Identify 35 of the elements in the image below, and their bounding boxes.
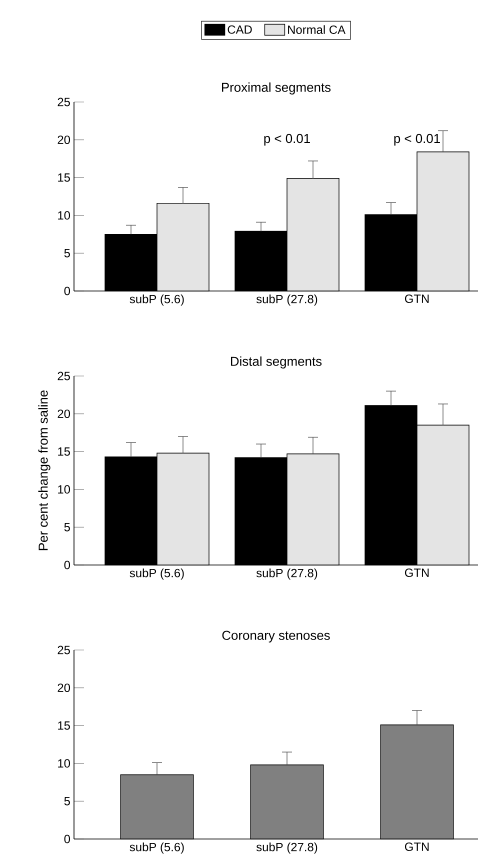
y-tick-label: 10 (58, 211, 70, 220)
y-tick-label: 5 (64, 797, 70, 806)
chart-title: Coronary stenoses (222, 630, 330, 642)
y-tick-label: 25 (58, 98, 70, 106)
y-tick-label: 0 (64, 286, 70, 296)
annotation: p < 0.01 (264, 134, 310, 146)
x-tick-label: subP (27.8) (256, 294, 318, 306)
y-tick-label: 20 (58, 684, 70, 692)
y-tick-label: 20 (58, 410, 70, 418)
y-tick-label: 20 (58, 136, 70, 144)
annotation: p < 0.01 (394, 134, 440, 146)
y-tick-label: 10 (58, 485, 70, 494)
y-axis-title: Per cent change from saline (38, 390, 50, 550)
y-tick-label: 15 (58, 447, 70, 456)
x-tick-label: GTN (404, 294, 429, 303)
y-tick-label: 0 (64, 560, 70, 570)
y-tick-label: 25 (58, 372, 70, 380)
x-tick-label: subP (5.6) (130, 842, 184, 854)
y-tick-label: 15 (58, 721, 70, 730)
x-tick-label: GTN (404, 568, 429, 577)
chart-title: Distal segments (231, 356, 322, 368)
y-tick-label: 5 (64, 523, 70, 532)
chart-title: Proximal segments (222, 82, 331, 94)
legend-label: CAD (228, 25, 252, 34)
x-tick-label: subP (5.6) (130, 294, 184, 306)
x-tick-label: subP (27.8) (256, 568, 318, 580)
y-tick-label: 5 (64, 249, 70, 258)
y-tick-label: 0 (64, 834, 70, 844)
x-tick-label: GTN (404, 842, 429, 851)
y-tick-label: 15 (58, 173, 70, 182)
x-tick-label: subP (5.6) (130, 568, 184, 580)
x-tick-label: subP (27.8) (256, 842, 318, 854)
y-tick-label: 10 (58, 759, 70, 768)
legend-label: Normal CA (288, 25, 346, 34)
y-tick-label: 25 (58, 646, 70, 654)
